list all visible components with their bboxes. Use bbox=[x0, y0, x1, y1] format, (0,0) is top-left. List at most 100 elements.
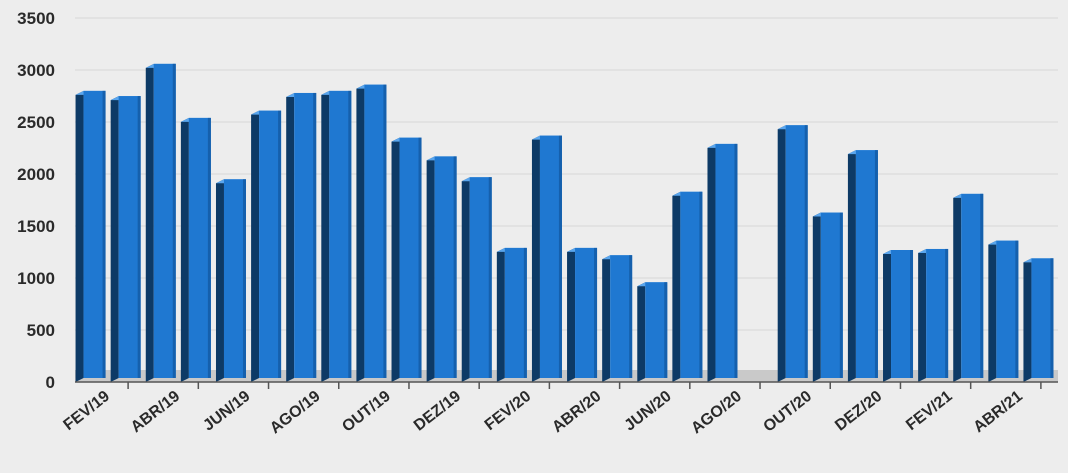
bar-edge bbox=[453, 156, 457, 378]
bar-side bbox=[286, 92, 295, 383]
bar bbox=[75, 90, 106, 382]
y-tick-label: 0 bbox=[46, 373, 55, 392]
bar-edge bbox=[594, 247, 598, 378]
bar-front bbox=[259, 110, 282, 378]
bar-edge bbox=[558, 135, 562, 378]
bar bbox=[812, 212, 843, 382]
bar-side bbox=[391, 137, 400, 382]
bar-side bbox=[321, 90, 330, 382]
x-tick-label: FEV/21 bbox=[903, 388, 956, 434]
x-tick-label: DEZ/19 bbox=[411, 388, 464, 435]
bar-front bbox=[996, 240, 1019, 378]
bar-edge bbox=[137, 96, 141, 378]
bar bbox=[953, 193, 984, 382]
bar-front bbox=[575, 247, 598, 378]
bar-edge bbox=[945, 248, 949, 378]
bar-front bbox=[294, 92, 317, 379]
bar-side bbox=[110, 96, 119, 382]
bar-side bbox=[356, 84, 365, 382]
x-tick-label: OUT/20 bbox=[761, 388, 816, 436]
bar-front bbox=[820, 212, 843, 378]
y-tick-label: 1500 bbox=[17, 217, 55, 236]
bar-side bbox=[215, 179, 224, 382]
y-tick-label: 2000 bbox=[17, 165, 55, 184]
bar-edge bbox=[278, 110, 282, 378]
bar bbox=[988, 240, 1019, 382]
bar-edge bbox=[804, 125, 808, 378]
x-axis-tick-labels: FEV/19 ABR/19 JUN/19 AGO/19 OUT/19 DEZ/19 FEV/… bbox=[61, 388, 1026, 438]
bar-edge bbox=[313, 92, 317, 379]
bar-front bbox=[680, 191, 703, 378]
bar bbox=[777, 125, 808, 382]
bar-side bbox=[531, 135, 540, 382]
bar-front bbox=[961, 193, 984, 378]
gridlines bbox=[75, 17, 1058, 382]
bar-front bbox=[188, 117, 211, 379]
bar-side bbox=[75, 90, 84, 382]
bar-side bbox=[426, 156, 435, 382]
bar-side bbox=[707, 143, 716, 382]
bar bbox=[1023, 258, 1054, 382]
bar-front bbox=[715, 143, 738, 378]
bar-front bbox=[926, 248, 949, 378]
bar-side bbox=[1023, 258, 1032, 382]
bar-front bbox=[399, 137, 422, 378]
bar-front bbox=[153, 63, 176, 379]
bar bbox=[637, 282, 668, 382]
bar-front bbox=[785, 125, 808, 378]
bar bbox=[461, 177, 492, 382]
bar-front bbox=[504, 247, 527, 378]
bar-side bbox=[602, 255, 611, 382]
bar bbox=[215, 179, 246, 382]
bar-edge bbox=[734, 143, 738, 378]
bar-side bbox=[180, 117, 189, 383]
bar-edge bbox=[1050, 258, 1054, 378]
bar-front bbox=[83, 90, 106, 378]
bar-edge bbox=[664, 282, 668, 378]
bar bbox=[918, 248, 949, 382]
bar-side bbox=[812, 212, 821, 382]
bar bbox=[145, 63, 176, 383]
bar-edge bbox=[102, 90, 106, 378]
bar-side bbox=[145, 63, 154, 383]
bar-side bbox=[567, 247, 576, 382]
x-tick-label: JUN/20 bbox=[622, 388, 675, 435]
y-tick-label: 1000 bbox=[17, 269, 55, 288]
bar-front bbox=[223, 179, 246, 378]
x-tick-label: JUN/19 bbox=[200, 388, 253, 435]
bar-side bbox=[251, 110, 260, 382]
bar-edge bbox=[418, 137, 422, 378]
bar-front bbox=[434, 156, 457, 378]
x-tick-label: ABR/19 bbox=[128, 388, 183, 436]
bar bbox=[883, 250, 914, 382]
x-tick-label: AGO/20 bbox=[688, 388, 745, 438]
bar-front bbox=[1031, 258, 1054, 378]
bar-edge bbox=[910, 250, 914, 378]
bar bbox=[531, 135, 562, 382]
bar bbox=[426, 156, 457, 382]
chart-floor bbox=[75, 370, 1058, 382]
bar bbox=[496, 247, 527, 382]
bar-side bbox=[883, 250, 892, 382]
bar-side bbox=[988, 240, 997, 382]
bar-front bbox=[469, 177, 492, 378]
x-tick-label: FEV/19 bbox=[61, 388, 114, 434]
bar-side bbox=[847, 150, 856, 382]
bar bbox=[180, 117, 211, 383]
bar-side bbox=[496, 247, 505, 382]
bar-side bbox=[953, 193, 962, 382]
y-tick-label: 3000 bbox=[17, 61, 55, 80]
bar bbox=[110, 96, 141, 382]
bar-front bbox=[364, 84, 387, 378]
bar-edge bbox=[523, 247, 527, 378]
x-tick-label: AGO/19 bbox=[267, 388, 324, 438]
bar bbox=[286, 92, 317, 383]
bars bbox=[75, 63, 1054, 383]
bar-front bbox=[610, 255, 633, 378]
bar-side bbox=[672, 191, 681, 382]
y-tick-label: 3500 bbox=[17, 9, 55, 28]
bar-edge bbox=[699, 191, 703, 378]
bar-side bbox=[637, 282, 646, 382]
x-tick-label: FEV/20 bbox=[482, 388, 535, 434]
